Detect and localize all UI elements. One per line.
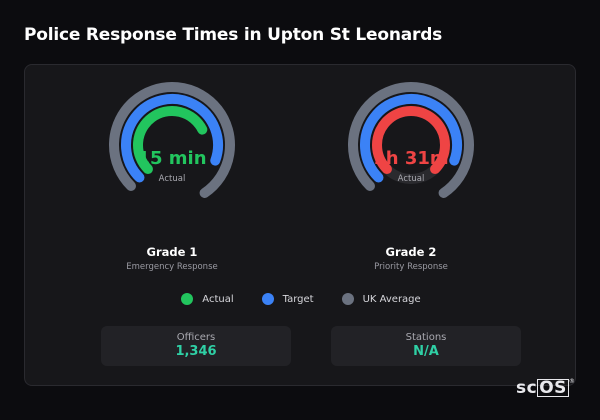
grade-2-gauge: 1h 31m Actual Grade 2 Priority Response: [331, 65, 491, 280]
grade-2-description: Priority Response: [374, 262, 448, 272]
grade-2-uk-average-ring: [348, 82, 474, 198]
officers-value: 1,346: [175, 344, 217, 359]
actual-swatch-icon: [181, 293, 194, 305]
brand-mark: ®: [568, 378, 576, 385]
brand-logo: sc OS ®: [516, 378, 575, 398]
legend-label-target: Target: [282, 293, 314, 305]
target-swatch-icon: [261, 293, 274, 305]
stations-stat: Stations N/A: [331, 326, 521, 366]
legend-item-target: Target: [261, 293, 314, 305]
uk-average-swatch-icon: [341, 293, 354, 305]
grade-2-radial-chart: [348, 82, 474, 198]
grade-1-actual-ring: [133, 106, 208, 175]
grade-1-title: Grade 1: [146, 245, 198, 259]
grade-1-actual-label: Actual: [158, 174, 186, 184]
legend-label-uk-average: UK Average: [362, 293, 421, 305]
brand-boxed: OS: [537, 378, 569, 398]
grade-2-target-ring: [360, 94, 462, 183]
grade-1-description: Emergency Response: [126, 262, 218, 272]
grade-1-gauge: 15 min Actual Grade 1 Emergency Response: [92, 65, 252, 280]
stations-label: Stations: [405, 332, 447, 343]
chart-legend: Actual Target UK Average: [25, 293, 577, 305]
officers-label: Officers: [176, 332, 216, 343]
grade-2-actual-label: Actual: [397, 174, 425, 184]
legend-item-actual: Actual: [181, 293, 234, 305]
brand-prefix: sc: [516, 378, 538, 398]
legend-item-uk-average: UK Average: [341, 293, 421, 305]
legend-label-actual: Actual: [202, 293, 234, 305]
grade-2-actual-value: 1h 31m: [373, 148, 449, 169]
grade-1-target-ring: [121, 94, 223, 183]
grade-1-radial-chart: [109, 82, 235, 198]
grade-1-uk-average-ring: [109, 82, 235, 198]
officers-stat: Officers 1,346: [101, 326, 291, 366]
stations-value: N/A: [413, 344, 439, 359]
grade-2-title: Grade 2: [385, 245, 437, 259]
grade-2-actual-ring: [372, 106, 450, 175]
grade-1-actual-value: 15 min: [137, 148, 207, 169]
page-title: Police Response Times in Upton St Leonar…: [24, 25, 443, 45]
response-times-card: 15 min Actual Grade 1 Emergency Response…: [24, 64, 576, 386]
